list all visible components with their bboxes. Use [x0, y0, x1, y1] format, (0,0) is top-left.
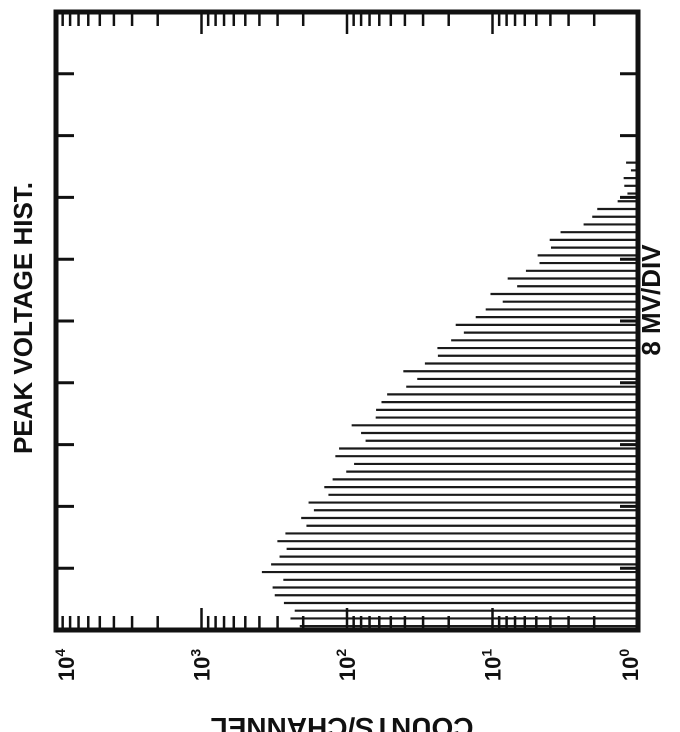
x-tick-label-base: 10	[481, 657, 506, 681]
y-axis-label: 8 MV/DIV	[636, 244, 666, 356]
x-tick-label-exponent: 1	[479, 649, 495, 657]
x-tick-label-base: 10	[335, 657, 360, 681]
x-tick-label-base: 10	[190, 657, 215, 681]
plot-frame	[53, 9, 641, 633]
x-tick-label-exponent: 4	[52, 649, 68, 657]
x-tick-label-exponent: 3	[188, 649, 204, 657]
x-tick-label-exponent: 2	[333, 649, 349, 657]
x-tick-label: 104	[52, 649, 79, 681]
x-tick-label-base: 10	[618, 657, 643, 681]
axis-ticks	[56, 12, 640, 630]
x-tick-label-exponent: 0	[616, 649, 632, 657]
x-tick-label-base: 10	[54, 657, 79, 681]
histogram-bars	[261, 138, 638, 628]
x-tick-label: 100	[616, 649, 643, 681]
x-axis-label: COUNTS/CHANNEL	[211, 712, 474, 732]
x-tick-label: 102	[333, 649, 360, 681]
x-tick-label: 101	[479, 649, 506, 681]
chart-title: PEAK VOLTAGE HIST.	[8, 182, 38, 454]
x-tick-label: 103	[188, 649, 215, 681]
